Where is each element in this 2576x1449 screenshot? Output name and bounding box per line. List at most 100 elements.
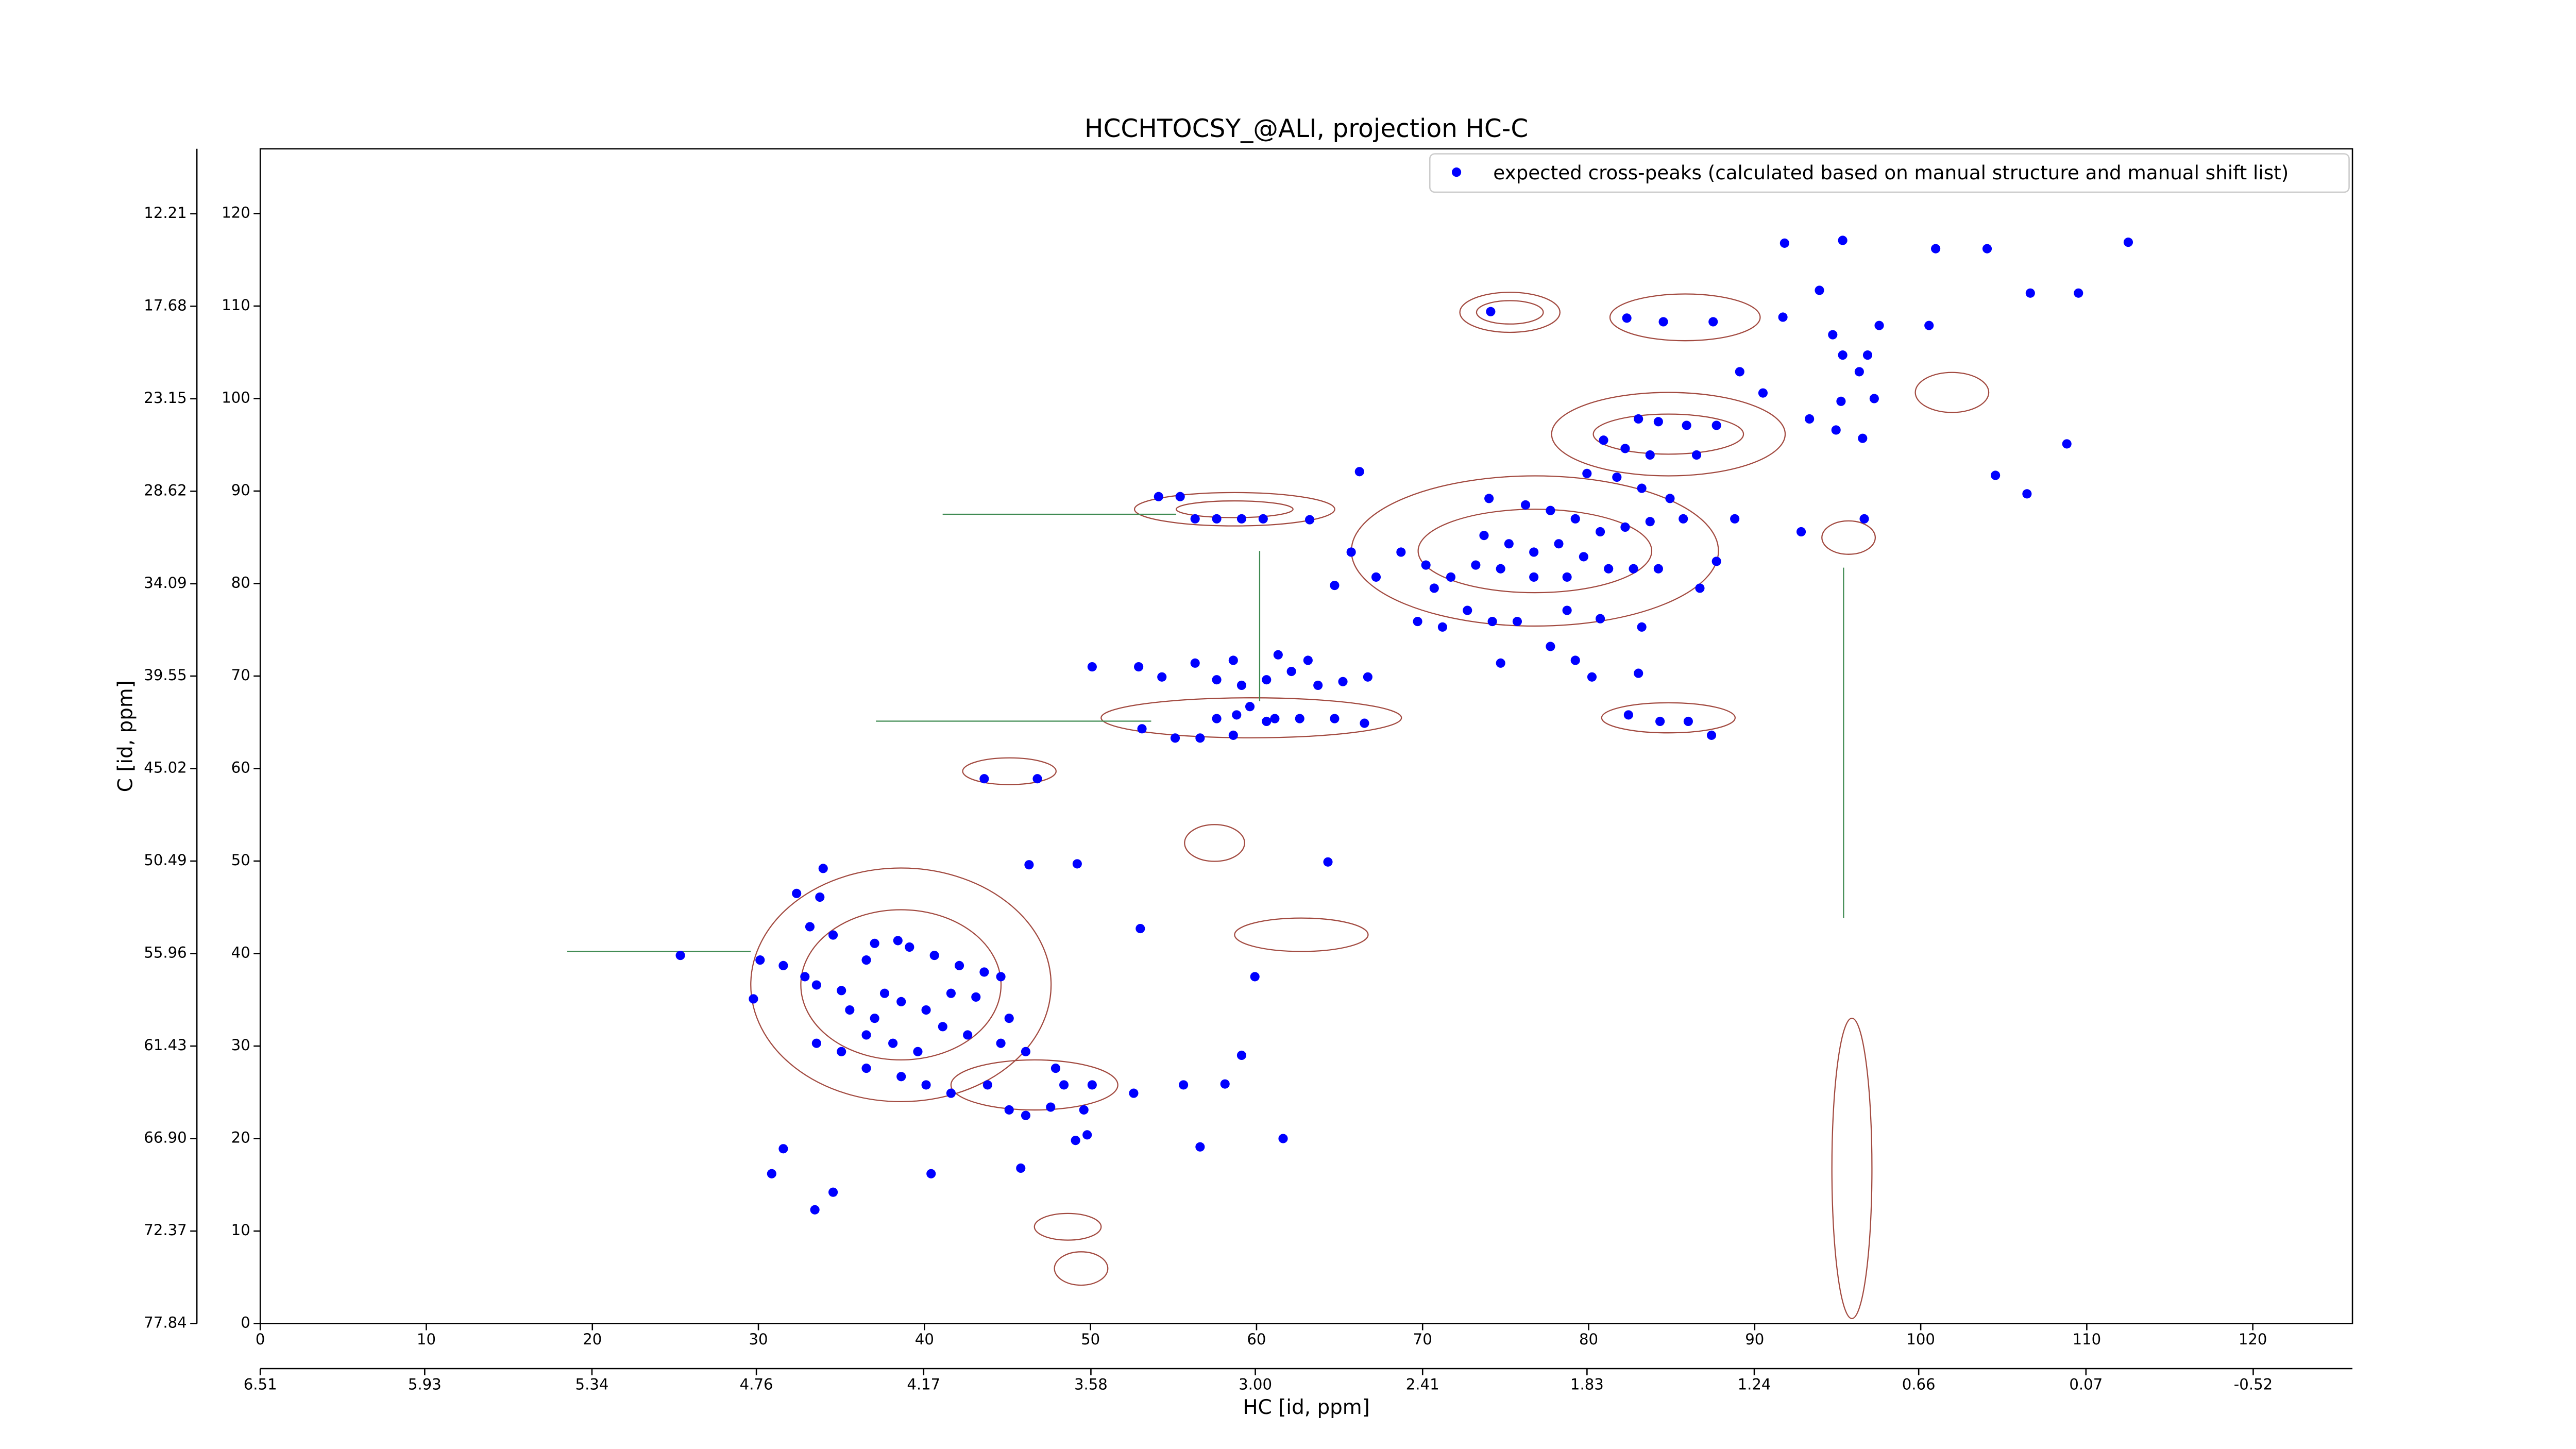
cross-peak <box>1562 605 1572 615</box>
cross-peak <box>996 972 1006 982</box>
cross-peak <box>870 1014 879 1023</box>
cross-peak <box>1645 517 1655 527</box>
cross-peak <box>1815 285 1824 295</box>
cross-peak <box>1134 662 1144 672</box>
cross-peak <box>1570 514 1580 524</box>
cross-peak <box>979 967 989 977</box>
cross-peak <box>1323 857 1333 867</box>
cross-peak <box>1828 330 1838 340</box>
contour <box>962 757 1057 785</box>
cross-peak <box>1682 420 1691 430</box>
cross-peak <box>1313 680 1323 690</box>
y2-tick-label: 39.55 <box>144 666 187 684</box>
cross-peak <box>1874 321 1884 330</box>
x-tick-label: 0 <box>256 1330 265 1348</box>
cross-peak <box>1050 1064 1061 1073</box>
x2-tick-label: 3.00 <box>1239 1375 1272 1393</box>
plot-frame <box>259 148 2353 1324</box>
cross-peak <box>1836 396 1846 406</box>
x2-tick-label: 0.66 <box>1902 1375 1936 1393</box>
cross-peak <box>946 988 956 998</box>
cross-peak <box>810 1205 820 1215</box>
cross-peak <box>1529 572 1539 582</box>
y-tick-label: 60 <box>231 759 250 776</box>
cross-peak <box>1596 614 1605 624</box>
x-tick-label: 80 <box>1579 1330 1598 1348</box>
cross-peak <box>1582 468 1592 478</box>
cross-peak <box>1991 470 2001 480</box>
x-tick-label: 90 <box>1745 1330 1764 1348</box>
cross-peak <box>861 1030 871 1040</box>
contour <box>1054 1251 1109 1286</box>
y2-tick-label: 77.84 <box>144 1314 187 1332</box>
contour <box>1033 1212 1102 1241</box>
cross-peak <box>1579 552 1588 562</box>
cross-peak <box>1437 622 1447 632</box>
cross-peak <box>1137 724 1147 734</box>
cross-peak <box>870 938 879 948</box>
y-tick-label: 90 <box>231 481 250 499</box>
cross-peak <box>1046 1102 1056 1112</box>
cross-peak <box>828 930 838 940</box>
cross-peak <box>1429 583 1439 593</box>
cross-peak <box>1270 714 1280 723</box>
contour <box>1609 293 1761 342</box>
cross-peak <box>905 942 914 952</box>
y-tick-label: 10 <box>231 1221 250 1239</box>
cross-peak <box>845 1005 855 1015</box>
cross-peak <box>1496 658 1505 668</box>
cross-peak <box>1546 642 1555 651</box>
contour-background <box>567 292 1990 1319</box>
cross-peak <box>1228 655 1238 665</box>
cross-peak <box>1924 321 1934 330</box>
contour <box>1100 697 1402 739</box>
x2-tick-label: 5.34 <box>575 1375 609 1393</box>
cross-peak <box>1082 1130 1092 1140</box>
cross-peak <box>1363 672 1372 682</box>
cross-peak <box>1250 972 1260 982</box>
cross-peak <box>1059 1080 1069 1090</box>
cross-peak <box>1706 730 1717 740</box>
x-axis-label: HC [id, ppm] <box>1243 1396 1369 1419</box>
cross-peak <box>1396 547 1406 557</box>
x2-tick-label: 2.41 <box>1406 1375 1439 1393</box>
cross-peak <box>888 1038 898 1048</box>
cross-peak <box>963 1030 973 1040</box>
cross-peak <box>996 1038 1006 1048</box>
x-tick-label: 110 <box>2073 1330 2102 1348</box>
cross-peak <box>1303 655 1313 665</box>
contour <box>1821 520 1876 555</box>
cross-peak <box>1758 388 1768 398</box>
cross-peak <box>1838 350 1848 360</box>
cross-peak <box>1220 1079 1230 1089</box>
cross-peak <box>755 955 765 965</box>
cross-peak <box>1295 714 1304 723</box>
y2-tick-label: 12.21 <box>144 204 187 222</box>
cross-peak <box>1154 492 1163 501</box>
cross-peak <box>1570 655 1580 665</box>
y-tick-label: 120 <box>222 204 250 221</box>
contour <box>1234 917 1369 952</box>
contour <box>1551 392 1786 477</box>
cross-peak <box>1634 668 1643 678</box>
cross-peak <box>1087 1080 1097 1090</box>
cross-peak <box>1512 617 1522 627</box>
cross-peak <box>1190 514 1200 524</box>
x2-tick-label: 1.24 <box>1738 1375 1771 1393</box>
cross-peak <box>1190 658 1200 668</box>
cross-peak <box>1596 527 1605 537</box>
cross-peak <box>1195 733 1205 743</box>
cross-peak <box>1236 680 1246 690</box>
cross-peak <box>971 992 981 1002</box>
cross-peak <box>1157 672 1167 682</box>
cross-peak <box>1653 417 1663 427</box>
cross-peak <box>1504 539 1514 549</box>
cross-peak <box>1170 733 1180 743</box>
cross-peak <box>1862 350 1873 360</box>
y-tick-label: 30 <box>231 1036 250 1054</box>
y2-tick-label: 45.02 <box>144 759 187 777</box>
cross-peak <box>861 955 871 965</box>
cross-peak <box>837 986 846 996</box>
